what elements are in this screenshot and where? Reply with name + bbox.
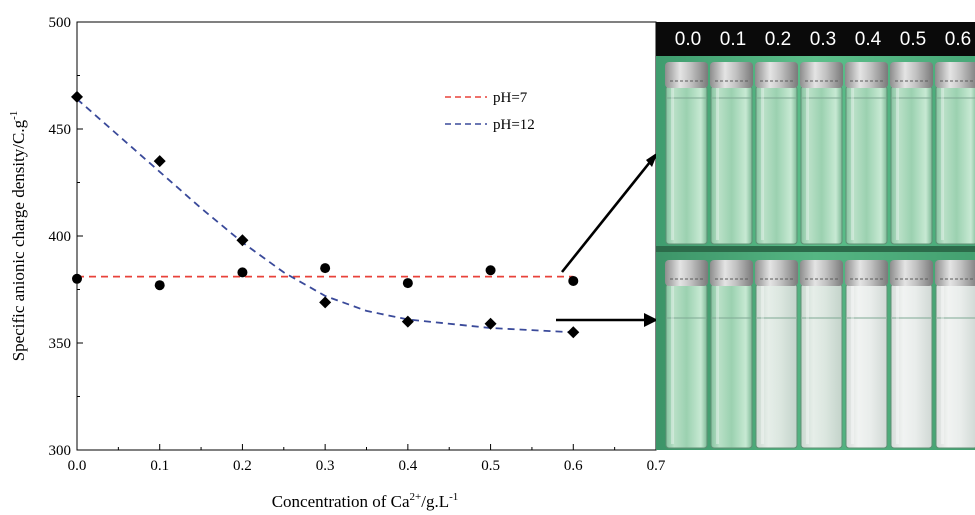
vial-cap — [890, 260, 933, 286]
point-series-0 — [568, 275, 579, 286]
photo-label: 0.0 — [675, 29, 701, 50]
vial-highlight — [716, 88, 719, 240]
annotation-arrows — [556, 152, 658, 327]
x-axis-title-unit: /g.L — [421, 492, 449, 511]
vial-cap — [665, 62, 708, 88]
point-series-1 — [401, 315, 414, 328]
legend-label-ph7: pH=7 — [493, 90, 528, 106]
photo-label: 0.1 — [720, 29, 746, 50]
photo-divider — [656, 246, 975, 252]
y-tick-label: 500 — [49, 15, 72, 31]
y-tick-label: 450 — [49, 122, 72, 138]
plot-area — [76, 21, 657, 451]
point-series-1 — [236, 234, 249, 247]
x-tick-label: 0.5 — [481, 458, 500, 474]
vial-highlight — [896, 88, 899, 240]
vial-cap — [710, 260, 753, 286]
x-tick-label: 0.2 — [233, 458, 252, 474]
point-series-1 — [319, 296, 332, 309]
y-tick-label: 400 — [49, 229, 72, 245]
x-tick-label: 0.0 — [68, 458, 87, 474]
vial-cap — [665, 260, 708, 286]
vial-cap — [845, 260, 888, 286]
point-series-1 — [484, 317, 497, 330]
vial-cap — [935, 260, 975, 286]
point-series-0 — [485, 265, 496, 276]
vial-cap — [890, 62, 933, 88]
point-series-0 — [320, 263, 331, 274]
vial-highlight — [806, 286, 809, 444]
vial-highlight — [716, 286, 719, 444]
x-tick-label: 0.7 — [647, 458, 666, 474]
vials-photograph: 0.0 0.1 0.2 0.3 0.4 0.5 0.6 — [656, 22, 975, 450]
vial-cap — [800, 260, 843, 286]
vials-top-row — [665, 62, 975, 245]
x-axis-title-main: Concentration of Ca — [272, 492, 410, 511]
vial-highlight — [941, 286, 944, 444]
y-tick-label: 350 — [49, 336, 72, 352]
point-series-0 — [154, 280, 165, 291]
photo-labels: 0.0 0.1 0.2 0.3 0.4 0.5 0.6 — [675, 29, 971, 50]
vial-highlight — [761, 286, 764, 444]
vial-cap — [755, 62, 798, 88]
vials-bottom-row — [665, 260, 975, 449]
y-axis-title-sup: -1 — [8, 111, 20, 120]
arrow-lower-head — [644, 313, 658, 327]
vial-highlight — [851, 286, 854, 444]
arrow-upper-head — [646, 152, 658, 167]
legend: pH=7 pH=12 — [445, 90, 535, 133]
y-axis-title: Specific anionic charge density/C.g-1 — [8, 111, 28, 362]
x-tick-label: 0.4 — [398, 458, 417, 474]
x-axis-title-sup: 2+ — [410, 491, 422, 503]
axes: 0.0 0.1 0.2 0.3 0.4 0.5 0.6 0.7 300 350 400 450 500 — [49, 15, 666, 474]
point-series-1 — [567, 326, 580, 339]
vial-cap — [935, 62, 975, 88]
arrow-upper — [560, 161, 652, 273]
point-series-1 — [153, 155, 166, 168]
x-axis-title-unit-sup: -1 — [449, 491, 458, 503]
x-tick-label: 0.6 — [564, 458, 583, 474]
vial-cap — [800, 62, 843, 88]
photo-label: 0.5 — [900, 29, 926, 50]
vial-highlight — [851, 88, 854, 240]
vial-highlight — [671, 286, 674, 444]
photo-label: 0.4 — [855, 29, 882, 50]
vial-cap — [845, 62, 888, 88]
photo-label: 0.2 — [765, 29, 791, 50]
point-series-0 — [72, 273, 82, 284]
data-markers — [71, 90, 580, 339]
x-axis-title: Concentration of Ca2+/g.L-1 — [272, 491, 459, 511]
vial-cap — [755, 260, 798, 286]
point-series-1 — [71, 90, 83, 103]
photo-label: 0.6 — [945, 29, 971, 50]
vial-highlight — [761, 88, 764, 240]
y-axis-title-main: Specific anionic charge density/C.g — [9, 119, 28, 361]
vial-cap — [710, 62, 753, 88]
y-tick-label: 300 — [49, 443, 72, 459]
x-tick-label: 0.1 — [150, 458, 169, 474]
x-tick-label: 0.3 — [316, 458, 335, 474]
vial-highlight — [941, 88, 944, 240]
photo-label: 0.3 — [810, 29, 836, 50]
vial-highlight — [896, 286, 899, 444]
vial-highlight — [806, 88, 809, 240]
point-series-0 — [402, 278, 413, 289]
photo-label-bar — [656, 22, 975, 56]
legend-label-ph12: pH=12 — [493, 117, 535, 133]
vial-highlight — [671, 88, 674, 240]
point-series-0 — [237, 267, 248, 278]
